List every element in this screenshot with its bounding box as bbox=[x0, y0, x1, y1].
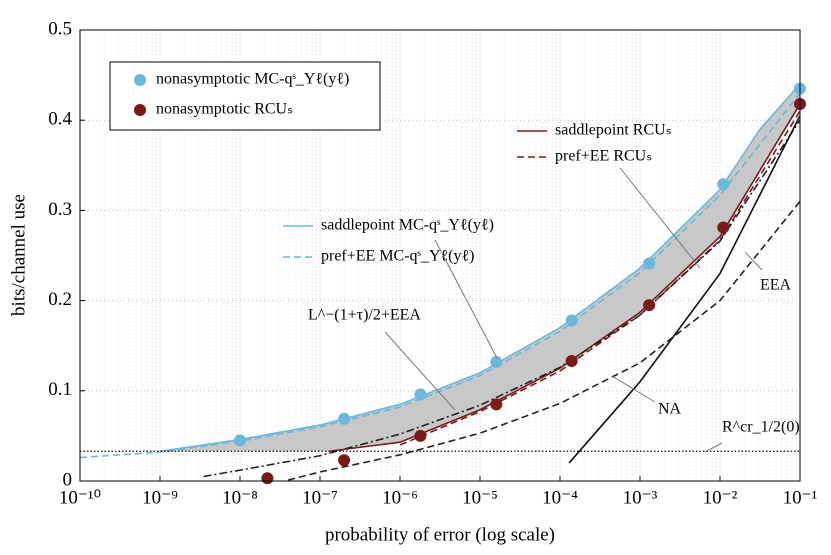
data-point bbox=[565, 355, 578, 368]
data-point bbox=[490, 355, 503, 368]
leader-line bbox=[744, 251, 763, 271]
y-tick-label: 0.2 bbox=[48, 289, 72, 310]
y-tick-label: 0.1 bbox=[48, 379, 72, 400]
data-point bbox=[717, 178, 730, 191]
data-point bbox=[643, 257, 656, 270]
x-tick-label: 10⁻¹ bbox=[783, 487, 818, 508]
line bbox=[79, 92, 801, 459]
line bbox=[203, 119, 801, 478]
x-tick-label: 10⁻³ bbox=[623, 487, 658, 508]
leader-line bbox=[434, 239, 498, 359]
data-point bbox=[565, 314, 578, 327]
data-point bbox=[643, 299, 656, 312]
x-tick-label: 10⁻⁸ bbox=[222, 487, 258, 508]
leader-line bbox=[384, 331, 456, 411]
x-axis-label: probability of error (log scale) bbox=[325, 524, 555, 545]
line bbox=[329, 103, 801, 453]
leader-line bbox=[704, 442, 723, 453]
data-point bbox=[338, 412, 351, 425]
data-point bbox=[490, 398, 503, 411]
x-tick-label: 10⁻⁵ bbox=[462, 487, 498, 508]
x-tick-label: 10⁻² bbox=[703, 487, 738, 508]
legend-label: pref+EE MC-qˢ_Yℓ(yℓ) bbox=[321, 248, 475, 265]
legend-label: saddlepoint RCUₛ bbox=[555, 122, 672, 139]
curve-annotation: R^cr_1/2(0) bbox=[722, 419, 800, 436]
curve-annotation: NA bbox=[658, 401, 682, 418]
data-point bbox=[261, 472, 274, 485]
x-tick-label: 10⁻⁷ bbox=[302, 487, 338, 508]
y-tick-label: 0.3 bbox=[48, 199, 72, 220]
y-tick-label: 0 bbox=[63, 469, 73, 490]
curve-annotation: EEA bbox=[760, 277, 792, 294]
legend-label: nonasymptotic RCUₛ bbox=[156, 101, 293, 118]
legend-label: nonasymptotic MC-qˢ_Yℓ(yℓ) bbox=[156, 71, 349, 88]
data-point bbox=[234, 434, 246, 447]
x-tick-label: 10⁻⁴ bbox=[542, 487, 578, 508]
leader-line bbox=[611, 375, 656, 403]
y-axis-label: bits/channel use bbox=[8, 194, 29, 316]
legend-box bbox=[109, 61, 381, 131]
y-tick-label: 0.5 bbox=[48, 18, 72, 39]
x-tick-label: 10⁻⁶ bbox=[382, 487, 418, 508]
data-point bbox=[414, 388, 427, 401]
legend-label: pref+EE RCUₛ bbox=[555, 148, 652, 165]
legend-marker bbox=[134, 104, 146, 116]
legend-marker bbox=[134, 74, 146, 86]
legend-label: saddlepoint MC-qˢ_Yℓ(yℓ) bbox=[321, 217, 494, 234]
line bbox=[568, 115, 801, 464]
plot-frame bbox=[79, 29, 801, 482]
x-tick-label: 10⁻⁹ bbox=[142, 487, 178, 508]
data-point bbox=[414, 429, 427, 442]
line bbox=[287, 200, 801, 481]
x-tick-label: 10⁻¹⁰ bbox=[59, 487, 101, 508]
line bbox=[399, 110, 801, 446]
shaded-region bbox=[160, 84, 800, 452]
data-point bbox=[717, 221, 730, 234]
data-point bbox=[338, 454, 351, 467]
leader-line bbox=[619, 167, 701, 269]
line bbox=[159, 83, 801, 453]
curve-annotation: L^−(1+τ)/2+EEA bbox=[308, 307, 421, 324]
y-tick-label: 0.4 bbox=[48, 109, 72, 130]
